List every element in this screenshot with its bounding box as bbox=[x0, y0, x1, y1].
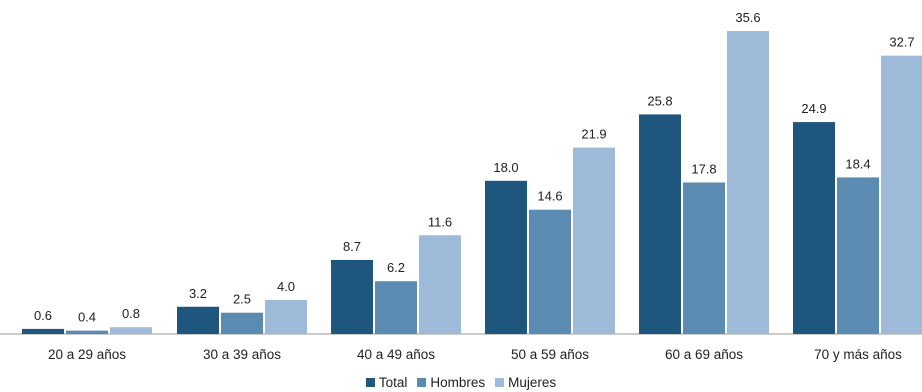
category-label-2: 40 a 49 años bbox=[357, 347, 435, 362]
value-label-total-0: 0.6 bbox=[34, 308, 52, 323]
value-label-hombres-5: 18.4 bbox=[845, 156, 870, 171]
value-label-mujeres-3: 21.9 bbox=[581, 127, 606, 142]
value-label-hombres-2: 6.2 bbox=[387, 260, 405, 275]
legend-swatch-hombres bbox=[417, 377, 427, 387]
category-labels-group: 20 a 29 años 30 a 39 años 40 a 49 años 50 a… bbox=[48, 347, 902, 362]
value-label-total-5: 24.9 bbox=[801, 101, 826, 116]
value-labels-group: 0.6 0.4 0.8 3.2 2.5 4.0 8.7 6.2 11.6 18.0 14.6 21.9… bbox=[34, 10, 915, 325]
value-label-total-4: 25.8 bbox=[647, 93, 672, 108]
value-label-total-1: 3.2 bbox=[189, 286, 207, 301]
legend-label-hombres: Hombres bbox=[430, 374, 486, 390]
value-label-mujeres-1: 4.0 bbox=[277, 279, 295, 294]
category-label-3: 50 a 59 años bbox=[511, 347, 589, 362]
legend-swatch-total bbox=[365, 377, 375, 387]
value-label-total-2: 8.7 bbox=[343, 239, 361, 254]
value-label-mujeres-5: 32.7 bbox=[889, 35, 914, 50]
bar-mujeres-1 bbox=[265, 299, 307, 334]
bars-group bbox=[22, 31, 922, 334]
bar-mujeres-5 bbox=[881, 55, 922, 334]
bar-mujeres-0 bbox=[110, 327, 152, 334]
category-label-0: 20 a 29 años bbox=[48, 347, 126, 362]
value-label-hombres-0: 0.4 bbox=[78, 310, 96, 325]
value-label-mujeres-4: 35.6 bbox=[735, 10, 760, 25]
legend-item-mujeres: Mujeres bbox=[495, 375, 556, 390]
bar-total-1 bbox=[177, 306, 219, 334]
bar-total-3 bbox=[485, 180, 527, 334]
bar-hombres-5 bbox=[837, 177, 879, 334]
value-label-hombres-4: 17.8 bbox=[691, 162, 716, 177]
value-label-mujeres-0: 0.8 bbox=[122, 306, 140, 321]
bar-hombres-2 bbox=[375, 281, 417, 334]
value-label-mujeres-2: 11.6 bbox=[428, 214, 452, 229]
bar-hombres-0 bbox=[66, 330, 108, 334]
bar-mujeres-4 bbox=[727, 31, 769, 334]
legend-label-mujeres: Mujeres bbox=[508, 374, 557, 390]
bar-mujeres-3 bbox=[573, 147, 615, 334]
bar-total-5 bbox=[793, 122, 835, 334]
legend-item-hombres: Hombres bbox=[417, 375, 485, 390]
bar-hombres-1 bbox=[221, 312, 263, 334]
bar-total-2 bbox=[331, 259, 373, 334]
legend-label-total: Total bbox=[378, 374, 408, 390]
category-label-4: 60 a 69 años bbox=[665, 347, 743, 362]
value-label-hombres-1: 2.5 bbox=[233, 292, 251, 307]
bar-total-0 bbox=[22, 328, 64, 334]
value-label-total-3: 18.0 bbox=[493, 160, 518, 175]
category-label-1: 30 a 39 años bbox=[203, 347, 281, 362]
bar-mujeres-2 bbox=[419, 235, 461, 334]
legend-swatch-mujeres bbox=[495, 377, 505, 387]
category-label-5: 70 y más años bbox=[814, 347, 902, 362]
value-label-hombres-3: 14.6 bbox=[537, 189, 562, 204]
legend-item-total: Total bbox=[365, 374, 408, 390]
bar-total-4 bbox=[639, 114, 681, 334]
bar-hombres-4 bbox=[683, 182, 725, 334]
legend: Total Hombres Mujeres bbox=[0, 373, 922, 391]
bar-hombres-3 bbox=[529, 209, 571, 334]
